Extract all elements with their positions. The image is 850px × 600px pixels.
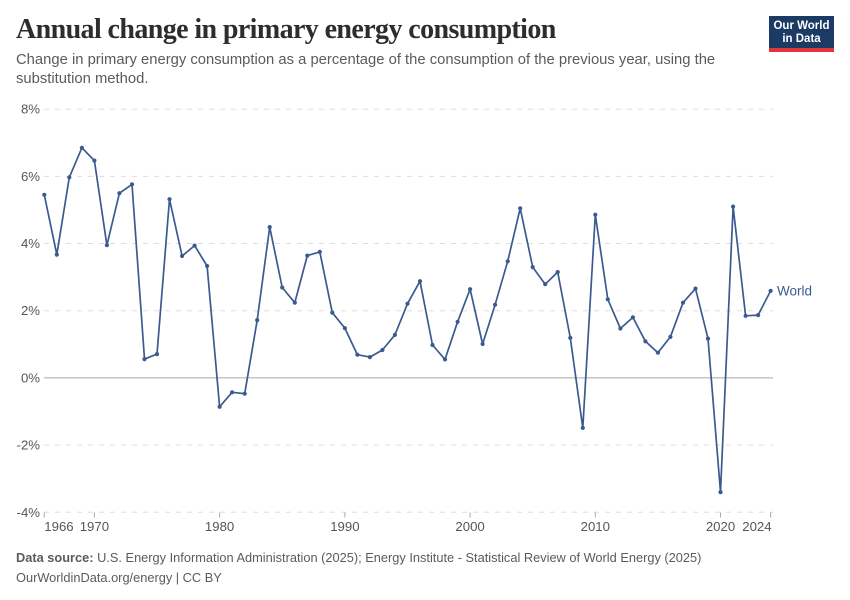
- svg-text:0%: 0%: [21, 370, 40, 385]
- svg-text:8%: 8%: [21, 102, 40, 117]
- svg-text:2010: 2010: [581, 519, 610, 534]
- svg-text:World: World: [777, 283, 812, 298]
- svg-text:2020: 2020: [706, 519, 735, 534]
- svg-text:6%: 6%: [21, 169, 40, 184]
- svg-text:1966: 1966: [44, 519, 73, 534]
- svg-text:4%: 4%: [21, 236, 40, 251]
- svg-text:1980: 1980: [205, 519, 234, 534]
- svg-text:1970: 1970: [80, 519, 109, 534]
- svg-text:-4%: -4%: [17, 505, 41, 520]
- svg-text:2000: 2000: [455, 519, 484, 534]
- svg-text:-2%: -2%: [17, 438, 41, 453]
- svg-text:2024: 2024: [742, 519, 771, 534]
- svg-text:2%: 2%: [21, 303, 40, 318]
- svg-text:1990: 1990: [330, 519, 359, 534]
